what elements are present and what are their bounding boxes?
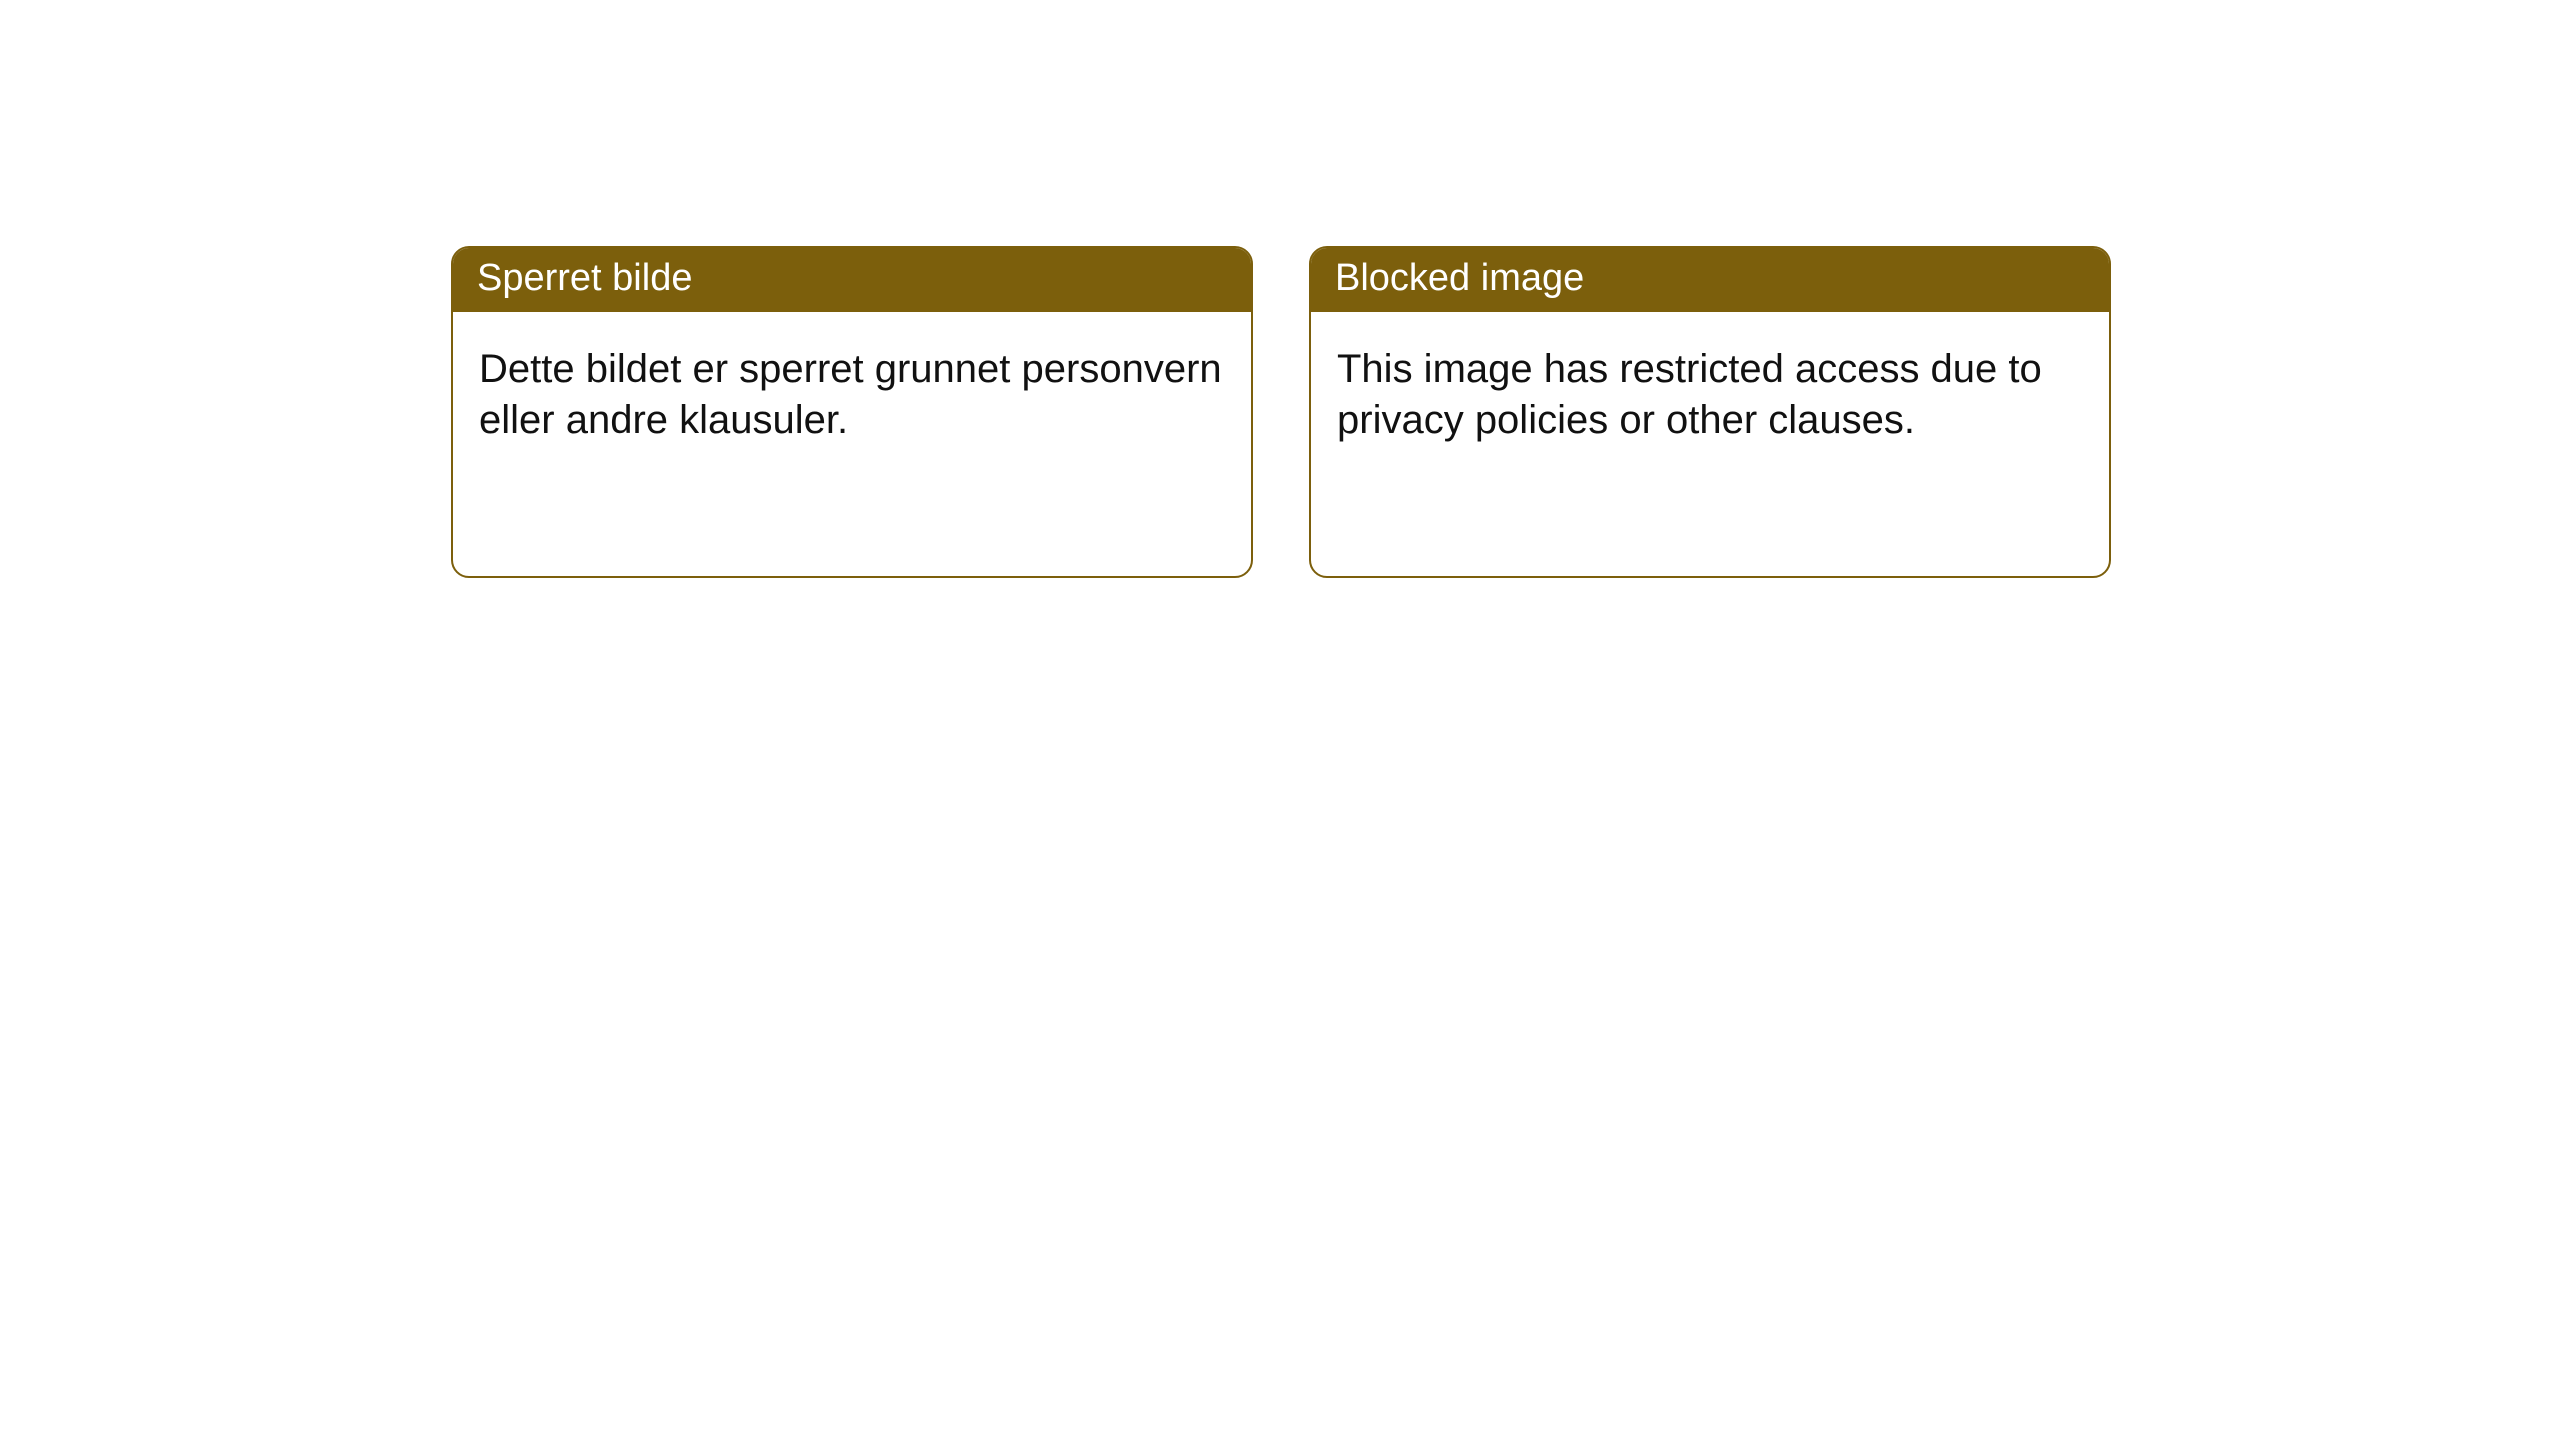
notice-card-norwegian: Sperret bilde Dette bildet er sperret gr… xyxy=(451,246,1253,578)
notice-card-title: Sperret bilde xyxy=(453,248,1251,312)
notice-card-body: This image has restricted access due to … xyxy=(1311,312,2109,478)
notice-card-body: Dette bildet er sperret grunnet personve… xyxy=(453,312,1251,478)
notice-card-title: Blocked image xyxy=(1311,248,2109,312)
notice-card-row: Sperret bilde Dette bildet er sperret gr… xyxy=(451,246,2111,578)
notice-card-english: Blocked image This image has restricted … xyxy=(1309,246,2111,578)
